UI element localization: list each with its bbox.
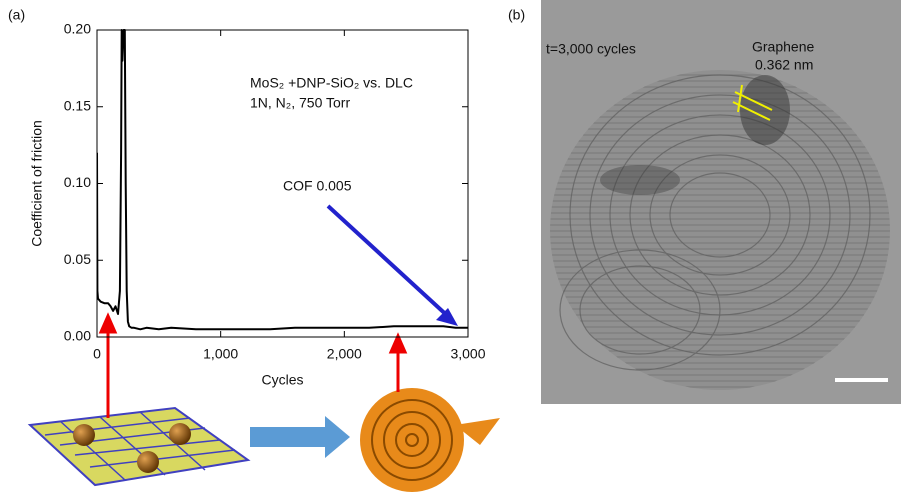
annotation: MoS₂ +DNP-SiO₂ vs. DLC [250,75,413,91]
x-tick-label: 0 [93,346,101,362]
y-tick-label: 0.00 [64,328,91,344]
image-spacing: 0.362 nm [755,57,813,73]
onion-particle [360,388,500,492]
data-line [97,29,468,331]
plot-area [97,29,468,331]
pointer-arrows [98,312,408,418]
annotation-arrow [326,204,454,322]
x-tick-label: 1,000 [203,346,238,362]
y-tick-label: 0.05 [64,251,91,267]
x-tick-label: 2,000 [327,346,362,362]
panel-label: (b) [508,7,525,23]
mos2-sheet [27,406,251,487]
annotation: COF 0.005 [283,178,352,194]
x-tick-label: 3,000 [450,346,485,362]
y-tick-label: 0.10 [64,174,91,190]
annotation: 1N, N₂, 750 Torr [250,95,350,111]
y-tick-label: 0.20 [64,21,91,37]
y-tick-label: 0.15 [64,97,91,113]
tem-image: t=3,000 cycles Graphene 0.362 nm [541,0,901,404]
image-caption: t=3,000 cycles [546,41,636,57]
annotation-arrowhead [436,308,458,326]
process-arrow [250,416,350,458]
y-axis-label: Coefficient of friction [29,120,45,247]
image-label: Graphene [752,39,814,55]
x-axis-label: Cycles [261,372,303,388]
panel-label: (a) [8,7,25,23]
